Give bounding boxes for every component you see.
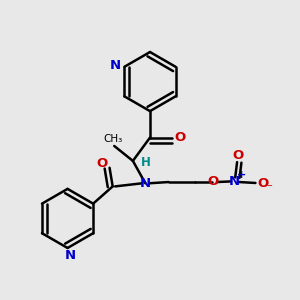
Text: N: N: [110, 59, 121, 72]
Text: O: O: [258, 177, 269, 190]
Text: +: +: [237, 170, 246, 180]
Text: H: H: [140, 156, 150, 169]
Text: N: N: [140, 177, 151, 190]
Text: CH₃: CH₃: [103, 134, 122, 144]
Text: ⁻: ⁻: [266, 183, 272, 193]
Text: N: N: [64, 249, 76, 262]
Text: N: N: [229, 175, 240, 188]
Text: O: O: [96, 158, 107, 170]
Text: O: O: [233, 149, 244, 162]
Text: O: O: [175, 131, 186, 144]
Text: O: O: [208, 175, 219, 188]
